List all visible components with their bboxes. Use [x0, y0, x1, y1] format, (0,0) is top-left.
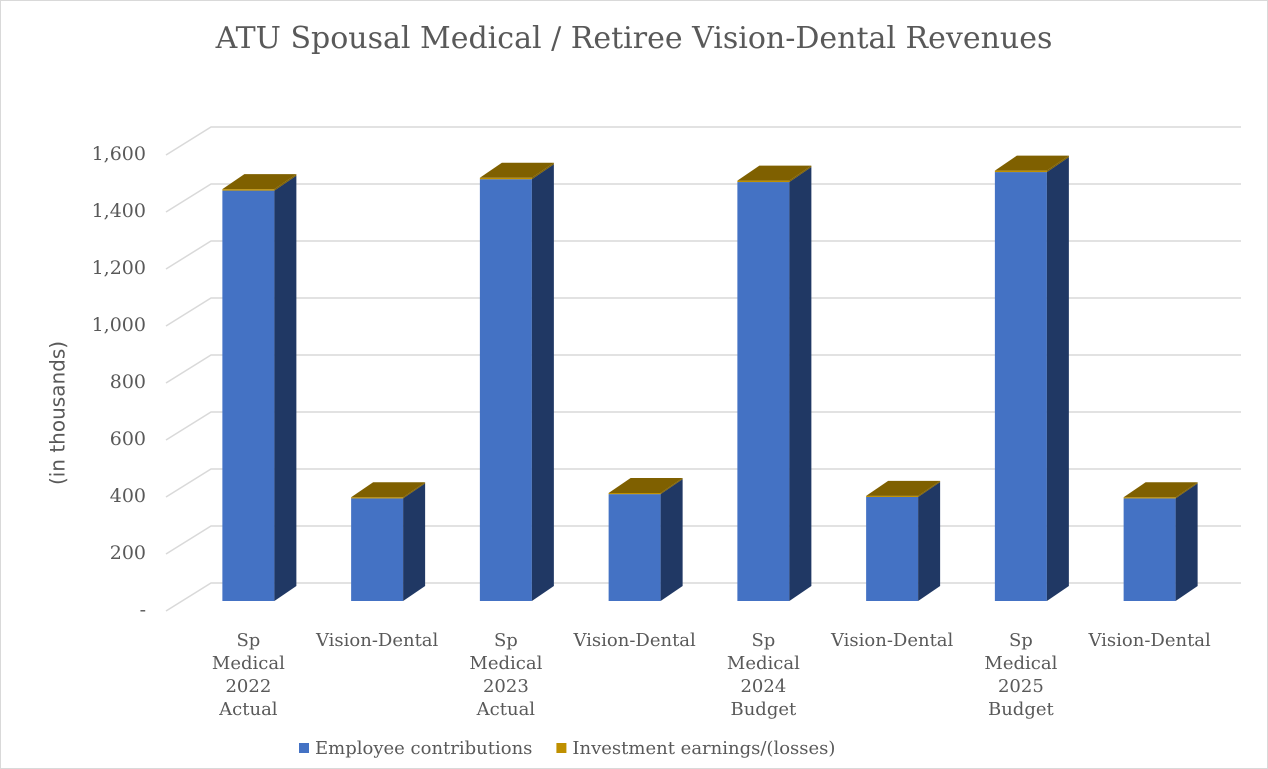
bar-front [737, 182, 790, 602]
bar-front [866, 496, 919, 601]
x-tick-label-line: Actual [218, 699, 278, 720]
legend-label: Investment earnings/(losses) [572, 738, 835, 759]
y-tick-label: - [140, 599, 146, 621]
x-tick-label: Vision-Dental [1087, 630, 1211, 651]
x-tick-label-line: Medical [469, 653, 542, 674]
bar-side [274, 175, 297, 601]
bar-front [737, 180, 790, 183]
bar-front [1123, 497, 1176, 499]
bar-top [1123, 482, 1198, 498]
grid-line [165, 240, 1241, 270]
bar-front [608, 492, 661, 495]
grid-line [165, 525, 1241, 555]
x-tick-label-line: 2022 [225, 676, 271, 697]
bar-side [531, 164, 554, 601]
bar-front [479, 177, 532, 180]
bar-top [608, 477, 683, 493]
x-tick-label-group: Vision-Dental [1087, 630, 1211, 651]
bar-side [531, 162, 554, 180]
x-tick-label-group: Vision-Dental [315, 630, 439, 651]
x-tick-label-line: Sp [494, 630, 518, 651]
x-tick-label-line: Medical [212, 653, 285, 674]
legend-swatch [556, 743, 567, 753]
x-tick-label: Vision-Dental [315, 630, 439, 651]
bar-top [222, 174, 297, 190]
legend-swatch [299, 743, 309, 753]
bar-side [918, 480, 941, 497]
bar-side [274, 174, 297, 191]
bar-side [1046, 157, 1069, 601]
x-tick-label: Vision-Dental [830, 630, 954, 651]
bar-top [994, 155, 1069, 171]
bar-side [660, 477, 683, 495]
x-tick-label-group: Vision-Dental [572, 630, 696, 651]
x-tick-label-group: Vision-Dental [830, 630, 954, 651]
bar-side [1175, 482, 1198, 499]
bar-side [1046, 155, 1069, 173]
grid-line [165, 468, 1241, 498]
x-tick-label-line: Sp [751, 630, 775, 651]
grid-line [165, 582, 1241, 612]
x-tick-label-group: Sp Medical 2024 Budget [727, 630, 800, 720]
bar-top [737, 165, 812, 181]
x-tick-label-line: Sp [1009, 630, 1033, 651]
bar-top [351, 482, 426, 498]
y-tick-label: 400 [110, 485, 146, 507]
bar-side [403, 483, 426, 601]
grid-line [165, 411, 1241, 441]
x-tick-label: Sp Medical 2023 Actual [469, 630, 542, 720]
bar-front [866, 495, 919, 497]
bar-top [866, 480, 941, 496]
x-tick-label-line: Budget [988, 699, 1055, 720]
bar-front [994, 172, 1047, 601]
y-tick-label: 1,600 [92, 143, 146, 165]
y-tick-label: 200 [110, 542, 146, 564]
chart-title: ATU Spousal Medical / Retiree Vision-Den… [215, 21, 1053, 56]
x-tick-label-line: 2024 [740, 676, 786, 697]
x-tick-label-group: Sp Medical 2022 Actual [212, 630, 285, 720]
bar-side [789, 167, 812, 602]
bar-front [222, 190, 275, 601]
x-tick-label-line: Sp [236, 630, 260, 651]
x-tick-label: Vision-Dental [572, 630, 696, 651]
bar-front [994, 170, 1047, 173]
bar-side [918, 481, 941, 601]
bar-front [222, 189, 275, 191]
y-tick-label: 800 [110, 371, 146, 393]
x-tick-label-line: 2023 [483, 676, 529, 697]
x-tick-label-line: Actual [476, 699, 536, 720]
x-tick-label-line: 2025 [998, 676, 1044, 697]
x-tick-label-line: Medical [984, 653, 1057, 674]
y-tick-label: 600 [110, 428, 146, 450]
grid-line [165, 354, 1241, 384]
y-tick-label: 1,400 [92, 200, 146, 222]
grid-line [165, 183, 1241, 213]
grid-line [165, 126, 1241, 156]
bar-front [608, 494, 661, 601]
bar-front [479, 179, 532, 601]
y-tick-label: 1,000 [92, 314, 146, 336]
y-tick-label: 1,200 [92, 257, 146, 279]
x-tick-label: Sp Medical 2025 Budget [984, 630, 1057, 720]
bar-side [403, 482, 426, 499]
x-tick-label-line: Budget [730, 699, 797, 720]
legend-label: Employee contributions [315, 738, 532, 759]
bar-side [789, 165, 812, 183]
bar-front [1123, 498, 1176, 601]
x-tick-label: Sp Medical 2022 Actual [212, 630, 285, 720]
bar-front [351, 497, 404, 499]
grid-line [165, 297, 1241, 327]
bar-top [479, 162, 554, 178]
bar-side [1175, 483, 1198, 601]
x-tick-label-group: Sp Medical 2025 Budget [984, 630, 1057, 720]
bar-side [660, 479, 683, 601]
x-tick-label-line: Medical [727, 653, 800, 674]
bar-front [351, 498, 404, 601]
x-tick-label-group: Sp Medical 2023 Actual [469, 630, 542, 720]
y-axis-label: (in thousands) [46, 341, 70, 485]
x-tick-label: Sp Medical 2024 Budget [727, 630, 800, 720]
